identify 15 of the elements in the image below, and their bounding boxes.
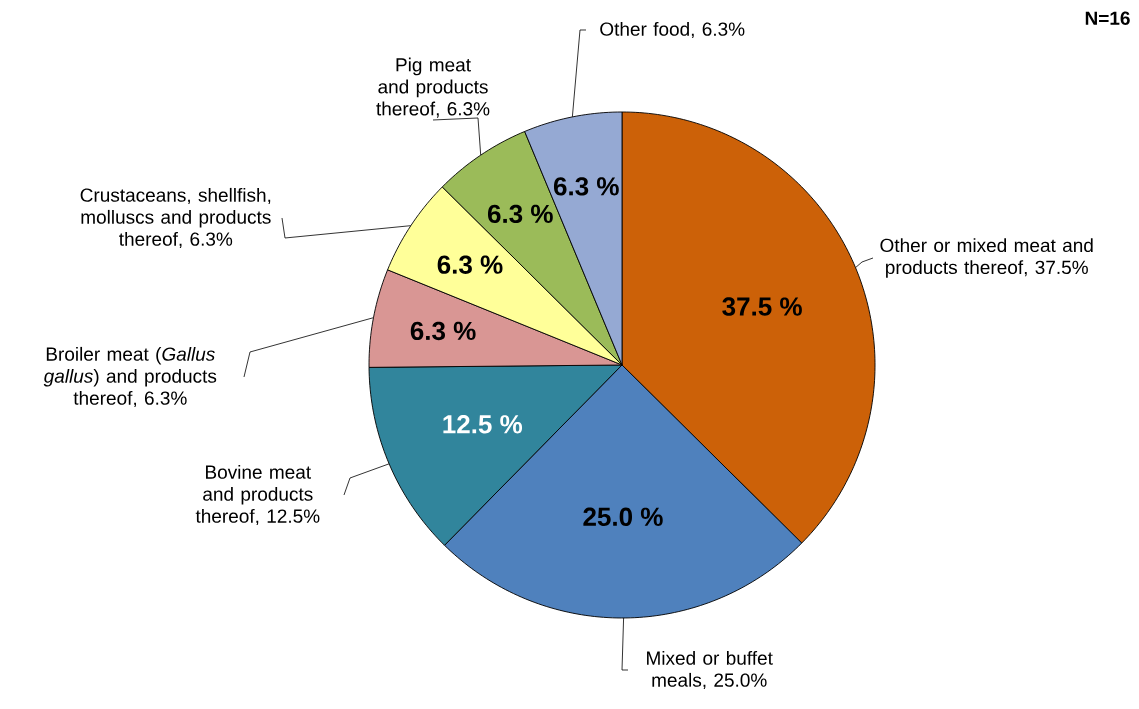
- data-label: 12.5 %: [443, 415, 523, 434]
- data-label: 6.3 %: [487, 204, 553, 224]
- legend-label: Bovine meat and products thereof, 12.5%: [195, 464, 320, 526]
- data-label: 37.5 %: [722, 297, 802, 316]
- data-label: 6.3 %: [410, 321, 476, 341]
- slice-label: Other food, 6.3%: [600, 21, 745, 39]
- data-label: 6.3 %: [437, 255, 503, 274]
- slice-label: Other or mixed meat and products thereof, 37.5%: [880, 238, 1093, 278]
- slice-label: Crustaceans, shellfish, molluscs and products thereof, 6.3%: [80, 187, 271, 249]
- data-label: 6.3 %: [553, 177, 619, 196]
- category-label: Broiler meat (Gallus gallus) and products thereof, 6.3%: [43, 346, 217, 408]
- slice-label: Mixed or buffet meals, 25.0%: [647, 650, 773, 690]
- slice-label: Pig meat and products thereof, 6.3%: [376, 57, 490, 118]
- data-label: 25.0 %: [583, 507, 663, 526]
- text: N=16: [1085, 11, 1130, 25]
